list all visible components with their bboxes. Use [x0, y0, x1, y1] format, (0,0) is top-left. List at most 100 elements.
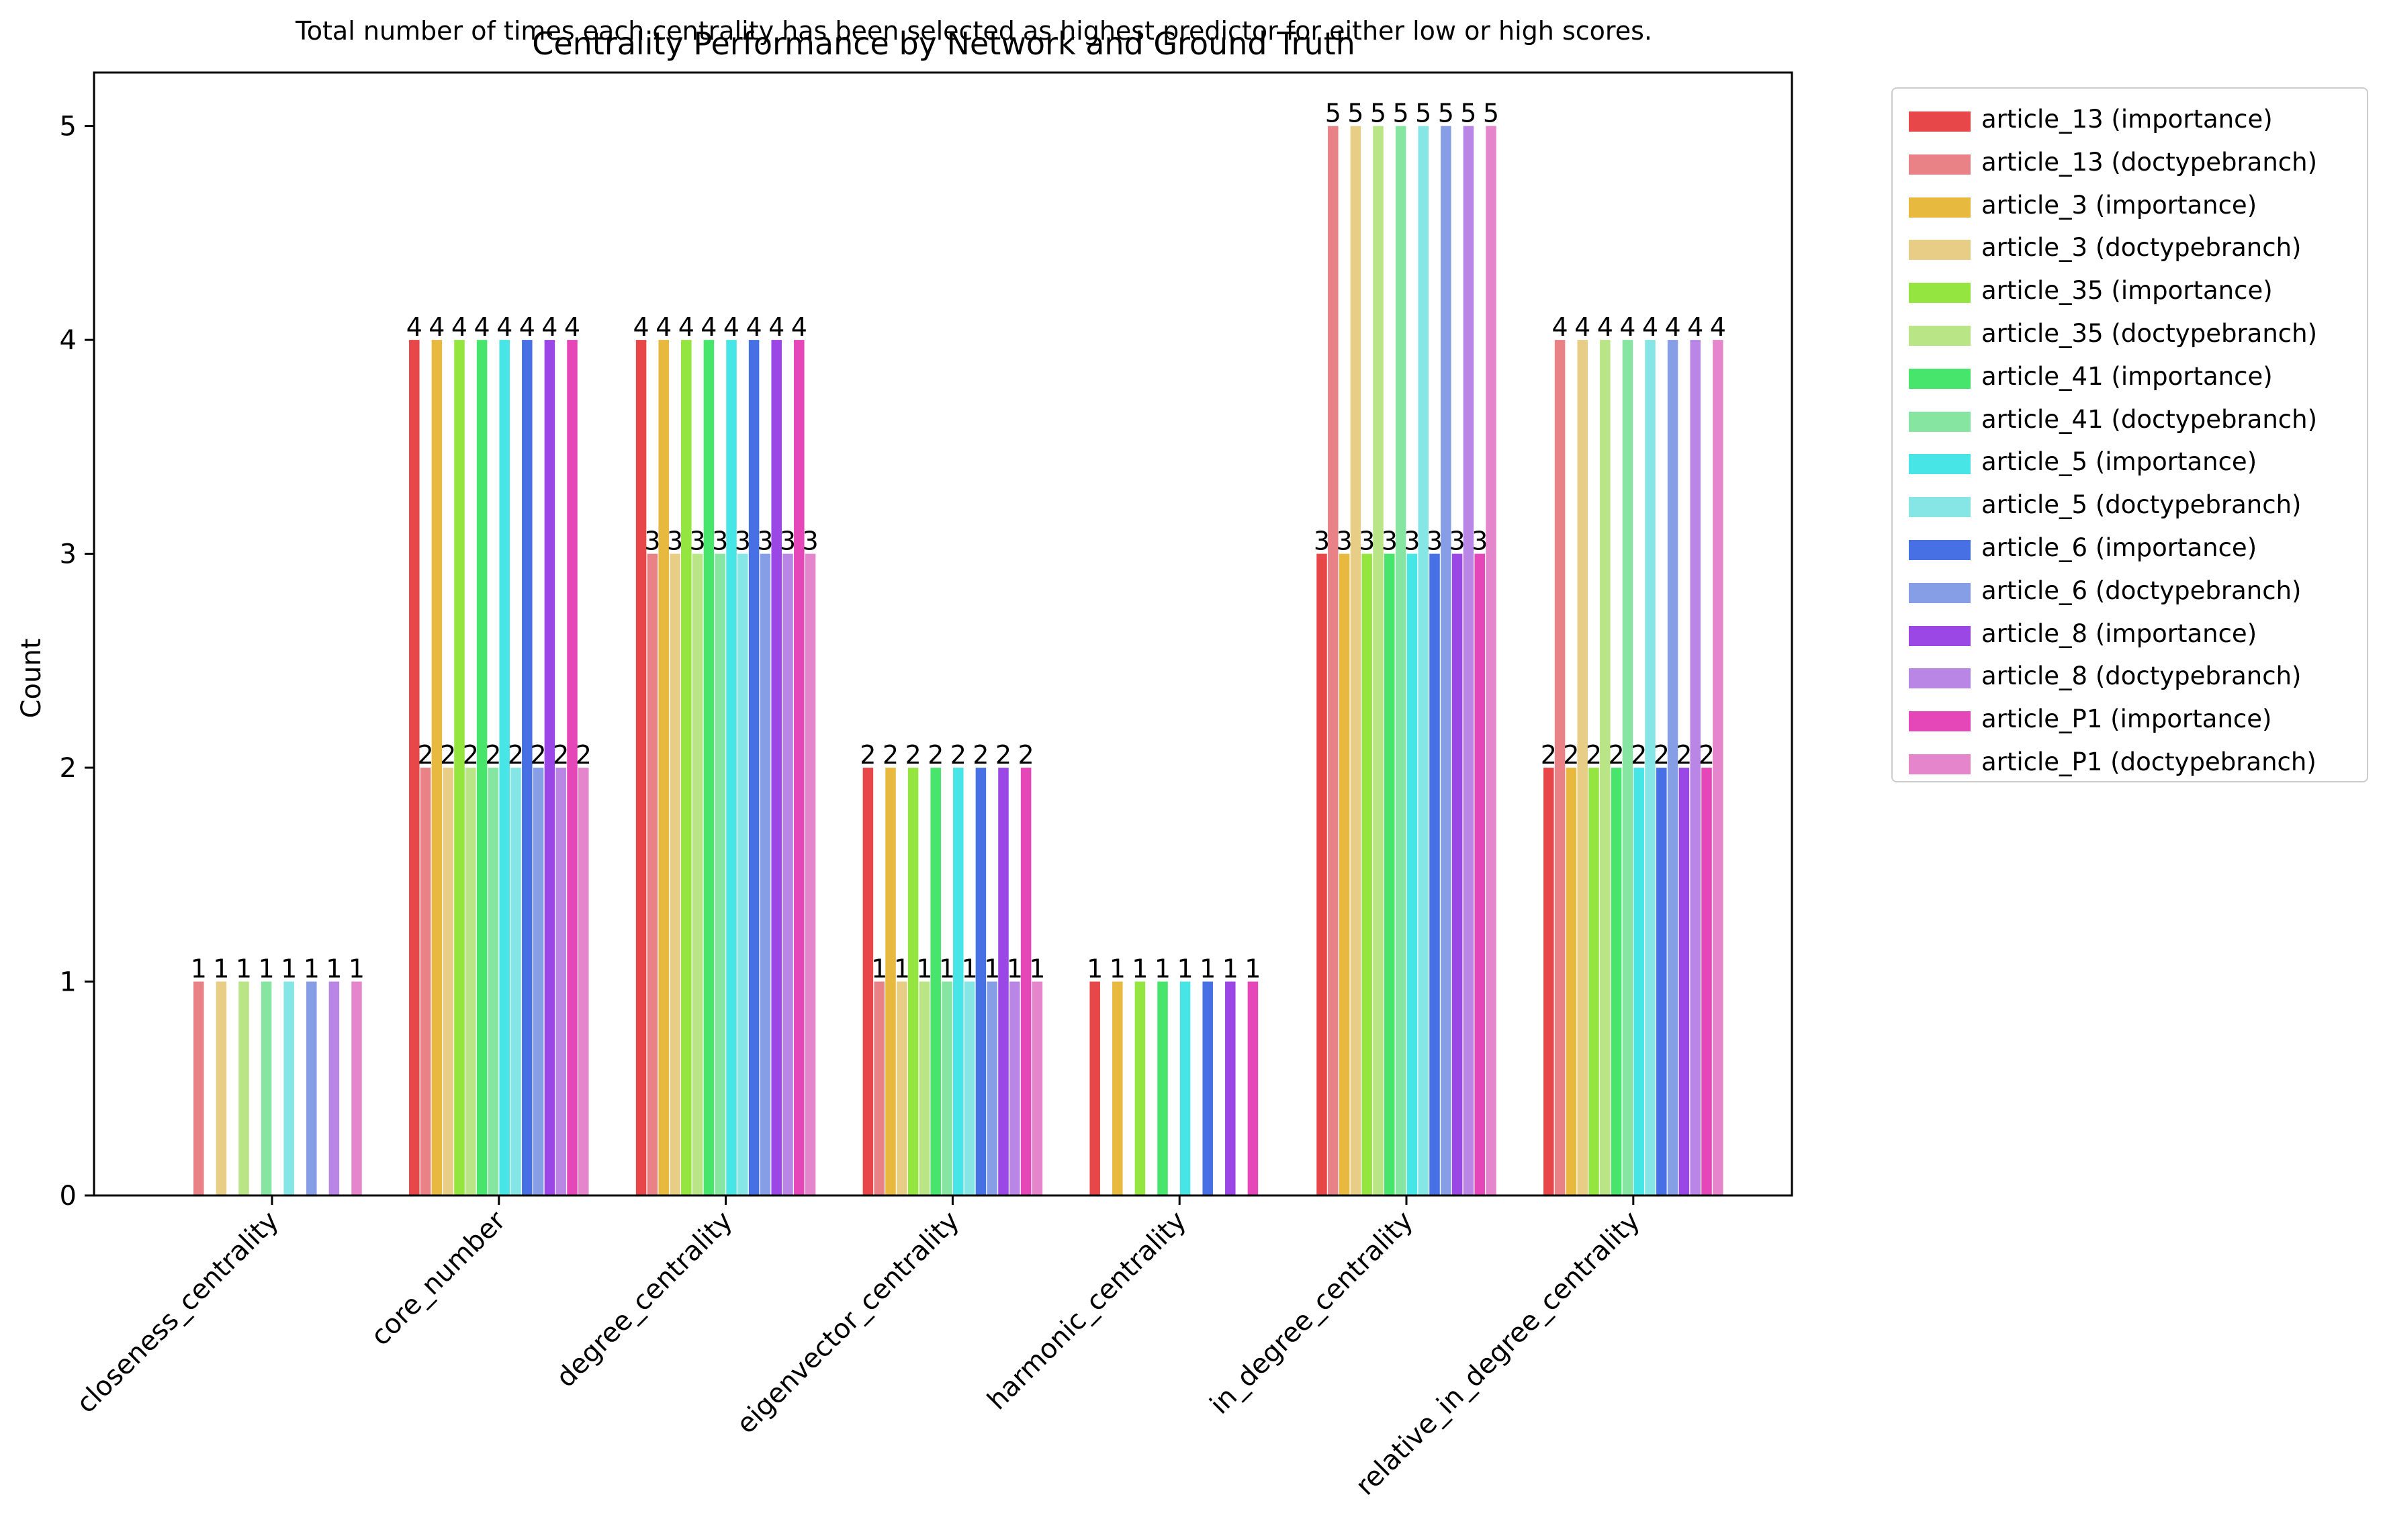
- legend-label: article_8 (doctypebranch): [1981, 662, 2302, 691]
- legend-label: article_8 (importance): [1981, 619, 2257, 648]
- data-label: 3: [1382, 527, 1398, 556]
- data-label: 2: [508, 740, 524, 770]
- bar: [1486, 126, 1496, 1195]
- legend-label: article_5 (importance): [1981, 447, 2257, 477]
- data-label: 1: [1007, 954, 1023, 984]
- legend-swatch: [1909, 625, 1971, 646]
- bar: [499, 340, 510, 1196]
- legend-label: article_P1 (importance): [1981, 705, 2272, 734]
- bar: [328, 981, 340, 1195]
- bar: [431, 340, 443, 1196]
- bar: [1588, 768, 1599, 1195]
- data-label: 2: [553, 740, 569, 770]
- data-label: 4: [451, 312, 467, 342]
- bar: [533, 768, 544, 1195]
- legend-swatch: [1909, 326, 1971, 346]
- legend-item: article_3 (importance): [1893, 185, 2367, 226]
- bar: [692, 553, 703, 1195]
- bars-layer: [193, 126, 1723, 1196]
- data-label: 2: [973, 740, 989, 770]
- bar: [1429, 553, 1440, 1195]
- bar: [409, 340, 420, 1196]
- y-tick-label: 3: [60, 539, 77, 570]
- figure-suptitle: Total number of times each centrality ha…: [296, 16, 1652, 46]
- legend-swatch: [1909, 668, 1971, 689]
- bar: [306, 981, 317, 1195]
- data-label: 2: [883, 740, 899, 770]
- data-label: 2: [928, 740, 944, 770]
- bar: [658, 340, 669, 1196]
- bar: [726, 340, 737, 1196]
- x-tick-label: in_degree_centrality: [1204, 1206, 1419, 1420]
- legend-swatch: [1909, 283, 1971, 304]
- legend-label: article_35 (importance): [1981, 276, 2273, 306]
- data-label: 2: [905, 740, 921, 770]
- data-label: 2: [1018, 740, 1034, 770]
- bar: [885, 768, 896, 1195]
- bar: [794, 340, 805, 1196]
- data-label: 3: [1427, 527, 1443, 556]
- data-label: 2: [463, 740, 479, 770]
- bar: [261, 981, 272, 1195]
- chart-legend: article_13 (importance) article_13 (docty…: [1891, 87, 2368, 782]
- data-label: 3: [1472, 527, 1488, 556]
- bar: [476, 340, 488, 1196]
- bar: [703, 340, 715, 1196]
- bar: [1361, 553, 1372, 1195]
- data-label: 4: [1574, 312, 1590, 342]
- bar: [964, 981, 975, 1195]
- data-label: 3: [712, 527, 728, 556]
- bar: [1316, 553, 1327, 1195]
- legend-swatch: [1909, 711, 1971, 732]
- bar: [1566, 768, 1577, 1195]
- legend-swatch: [1909, 111, 1971, 132]
- data-label: 3: [1314, 527, 1330, 556]
- data-label: 1: [259, 954, 275, 984]
- bar: [782, 553, 793, 1195]
- bar: [681, 340, 692, 1196]
- data-label: 1: [281, 954, 297, 984]
- data-label: 4: [406, 312, 422, 342]
- data-label: 3: [1449, 527, 1466, 556]
- data-label: 4: [1687, 312, 1703, 342]
- bar: [1600, 340, 1611, 1196]
- bar: [1690, 340, 1701, 1196]
- y-axis-label: Count: [16, 639, 47, 719]
- data-label: 5: [1460, 99, 1476, 128]
- data-label: 1: [213, 954, 229, 984]
- bar: [1395, 126, 1406, 1195]
- bar: [748, 340, 760, 1196]
- data-label: 1: [939, 954, 955, 984]
- bar: [216, 981, 227, 1195]
- data-label: 1: [191, 954, 207, 984]
- data-label: 4: [723, 312, 739, 342]
- legend-item: article_13 (doctypebranch): [1893, 142, 2367, 183]
- bar: [771, 340, 782, 1196]
- legend-label: article_13 (doctypebranch): [1981, 147, 2318, 177]
- data-labels-layer: 1 1 1 1 1 1 1 142424242424242424343434343434343…: [191, 99, 1726, 984]
- chart-title: Centrality Performance by Network and Gr…: [532, 26, 1355, 62]
- legend-item: article_13 (importance): [1893, 99, 2367, 140]
- bar: [578, 768, 589, 1195]
- bar: [1112, 981, 1123, 1195]
- bar: [907, 768, 919, 1195]
- data-label: 2: [860, 740, 876, 770]
- y-tick-label: 4: [60, 325, 77, 356]
- data-label: 5: [1325, 99, 1341, 128]
- data-label: 4: [1619, 312, 1635, 342]
- bar: [454, 340, 465, 1196]
- data-label: 3: [1404, 527, 1420, 556]
- bar: [670, 553, 680, 1195]
- data-label: 1: [916, 954, 932, 984]
- bar: [1179, 981, 1191, 1195]
- bar: [1441, 126, 1451, 1195]
- legend-label: article_3 (doctypebranch): [1981, 233, 2302, 263]
- legend-swatch: [1909, 582, 1971, 603]
- data-label: 1: [326, 954, 342, 984]
- bar: [1373, 126, 1384, 1195]
- legend-item: article_5 (importance): [1893, 442, 2367, 482]
- data-label: 4: [1552, 312, 1568, 342]
- bar: [567, 340, 578, 1196]
- bar: [555, 768, 566, 1195]
